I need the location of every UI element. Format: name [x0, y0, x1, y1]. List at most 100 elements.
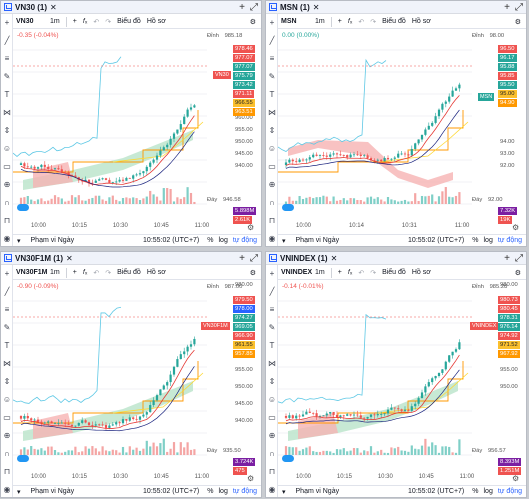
indicators-icon[interactable]: 𝑓ₓ [82, 17, 88, 25]
axis-settings-icon[interactable]: ⚙ [512, 223, 520, 232]
pattern-icon[interactable]: ⋈ [3, 108, 11, 117]
axis-settings-icon[interactable]: ⚙ [512, 474, 520, 483]
plus-icon[interactable]: + [504, 1, 510, 13]
measure-icon[interactable]: ⇕ [268, 126, 276, 135]
zoom-icon[interactable]: ⊕ [268, 431, 276, 440]
magnet-icon[interactable]: ∩ [4, 198, 10, 207]
log-toggle[interactable]: log [483, 488, 493, 495]
indicators-icon[interactable]: 𝑓ₓ [347, 268, 353, 276]
auto-scale-toggle[interactable]: tự động [497, 237, 522, 244]
emoji-icon[interactable]: ☺ [267, 395, 277, 404]
trend-line-icon[interactable]: ╱ [4, 287, 10, 296]
calendar-icon[interactable]: ▾ [282, 237, 286, 245]
symbol-search[interactable]: VNINDEX [281, 269, 313, 276]
maximize-icon[interactable]: ⤢ [250, 252, 258, 264]
maximize-icon[interactable]: ⤢ [515, 252, 523, 264]
eye-icon[interactable]: ◉ [3, 485, 11, 494]
brush-icon[interactable]: ✎ [3, 72, 11, 81]
zoom-icon[interactable]: ⊕ [3, 431, 11, 440]
price-chart[interactable] [13, 30, 207, 206]
symbol-search[interactable]: VN30F1M [16, 269, 48, 276]
magnet-icon[interactable]: ∩ [269, 449, 275, 458]
ruler-icon[interactable]: ▭ [3, 162, 11, 171]
chart-type-button[interactable]: Biểu đồ [117, 18, 141, 25]
price-chart[interactable] [13, 281, 207, 457]
settings-icon[interactable]: ⚙ [249, 269, 256, 277]
settings-icon[interactable]: ⚙ [514, 18, 521, 26]
profile-button[interactable]: Hồ sơ [411, 18, 431, 25]
profile-button[interactable]: Hồ sơ [146, 18, 166, 25]
crosshair-icon[interactable]: + [4, 269, 10, 278]
percent-toggle[interactable]: % [472, 237, 479, 244]
calendar-icon[interactable]: ▾ [282, 488, 286, 496]
plus-icon[interactable]: + [504, 252, 510, 264]
undo-icon[interactable]: ↶ [93, 269, 100, 277]
interval-button[interactable]: 1m [315, 18, 325, 25]
compare-icon[interactable]: + [72, 18, 77, 25]
maximize-icon[interactable]: ⤢ [250, 1, 258, 13]
log-toggle[interactable]: log [218, 488, 228, 495]
eye-icon[interactable]: ◉ [3, 234, 11, 243]
fib-icon[interactable]: ≡ [4, 54, 10, 63]
crosshair-icon[interactable]: + [4, 18, 10, 27]
chart-panel-vn30[interactable]: VN30 (1) ✕ + ⤢ + ╱ ≡ ✎ T ⋈ ⇕ ☺ ▭ ⊕ ∩ ⊓ ◉… [0, 0, 262, 247]
compare-icon[interactable]: + [72, 269, 77, 276]
measure-icon[interactable]: ⇕ [3, 126, 11, 135]
text-icon[interactable]: T [4, 341, 10, 350]
brush-icon[interactable]: ✎ [268, 72, 276, 81]
zoom-icon[interactable]: ⊕ [3, 180, 11, 189]
calendar-icon[interactable]: ▾ [17, 237, 21, 245]
symbol-search[interactable]: MSN [281, 18, 297, 25]
brush-icon[interactable]: ✎ [268, 323, 276, 332]
chart-panel-vnindex[interactable]: VNINDEX (1) ✕ + ⤢ + ╱ ≡ ✎ T ⋈ ⇕ ☺ ▭ ⊕ ∩ … [265, 251, 527, 498]
price-chart[interactable] [278, 30, 472, 206]
chart-type-button[interactable]: Biểu đồ [117, 269, 141, 276]
ruler-icon[interactable]: ▭ [268, 162, 276, 171]
zoom-icon[interactable]: ⊕ [268, 180, 276, 189]
percent-toggle[interactable]: % [472, 488, 479, 495]
crosshair-icon[interactable]: + [269, 269, 275, 278]
trend-line-icon[interactable]: ╱ [4, 36, 10, 45]
auto-scale-toggle[interactable]: tự động [497, 488, 522, 495]
trend-line-icon[interactable]: ╱ [269, 287, 275, 296]
price-chart[interactable] [278, 281, 472, 457]
percent-toggle[interactable]: % [207, 237, 214, 244]
date-range-button[interactable]: Phạm vi Ngày [295, 237, 340, 244]
axis-settings-icon[interactable]: ⚙ [247, 474, 255, 483]
date-range-button[interactable]: Phạm vi Ngày [30, 488, 75, 495]
text-icon[interactable]: T [269, 341, 275, 350]
settings-icon[interactable]: ⚙ [249, 18, 256, 26]
text-icon[interactable]: T [269, 90, 275, 99]
lock-icon[interactable]: ⊓ [268, 216, 276, 225]
fib-icon[interactable]: ≡ [269, 54, 275, 63]
chart-type-button[interactable]: Biểu đồ [382, 269, 406, 276]
text-icon[interactable]: T [4, 90, 10, 99]
close-icon[interactable]: ✕ [330, 253, 338, 263]
redo-icon[interactable]: ↷ [370, 269, 377, 277]
brush-icon[interactable]: ✎ [3, 323, 11, 332]
indicators-icon[interactable]: 𝑓ₓ [347, 17, 353, 25]
close-icon[interactable]: ✕ [312, 2, 320, 12]
ruler-icon[interactable]: ▭ [3, 413, 11, 422]
emoji-icon[interactable]: ☺ [2, 395, 12, 404]
measure-icon[interactable]: ⇕ [268, 377, 276, 386]
interval-button[interactable]: 1m [315, 269, 325, 276]
date-range-button[interactable]: Phạm vi Ngày [30, 237, 75, 244]
pattern-icon[interactable]: ⋈ [268, 108, 276, 117]
symbol-search[interactable]: VN30 [16, 18, 34, 25]
ruler-icon[interactable]: ▭ [268, 413, 276, 422]
magnet-icon[interactable]: ∩ [269, 198, 275, 207]
plus-icon[interactable]: + [239, 252, 245, 264]
undo-icon[interactable]: ↶ [358, 269, 365, 277]
emoji-icon[interactable]: ☺ [2, 144, 12, 153]
interval-button[interactable]: 1m [50, 18, 60, 25]
eye-icon[interactable]: ◉ [268, 234, 276, 243]
fib-icon[interactable]: ≡ [4, 305, 10, 314]
indicators-icon[interactable]: 𝑓ₓ [82, 268, 88, 276]
settings-icon[interactable]: ⚙ [514, 269, 521, 277]
compare-icon[interactable]: + [337, 18, 342, 25]
log-toggle[interactable]: log [483, 237, 493, 244]
redo-icon[interactable]: ↷ [105, 18, 112, 26]
chart-panel-vn30f1m[interactable]: VN30F1M (1) ✕ + ⤢ + ╱ ≡ ✎ T ⋈ ⇕ ☺ ▭ ⊕ ∩ … [0, 251, 262, 498]
redo-icon[interactable]: ↷ [105, 269, 112, 277]
